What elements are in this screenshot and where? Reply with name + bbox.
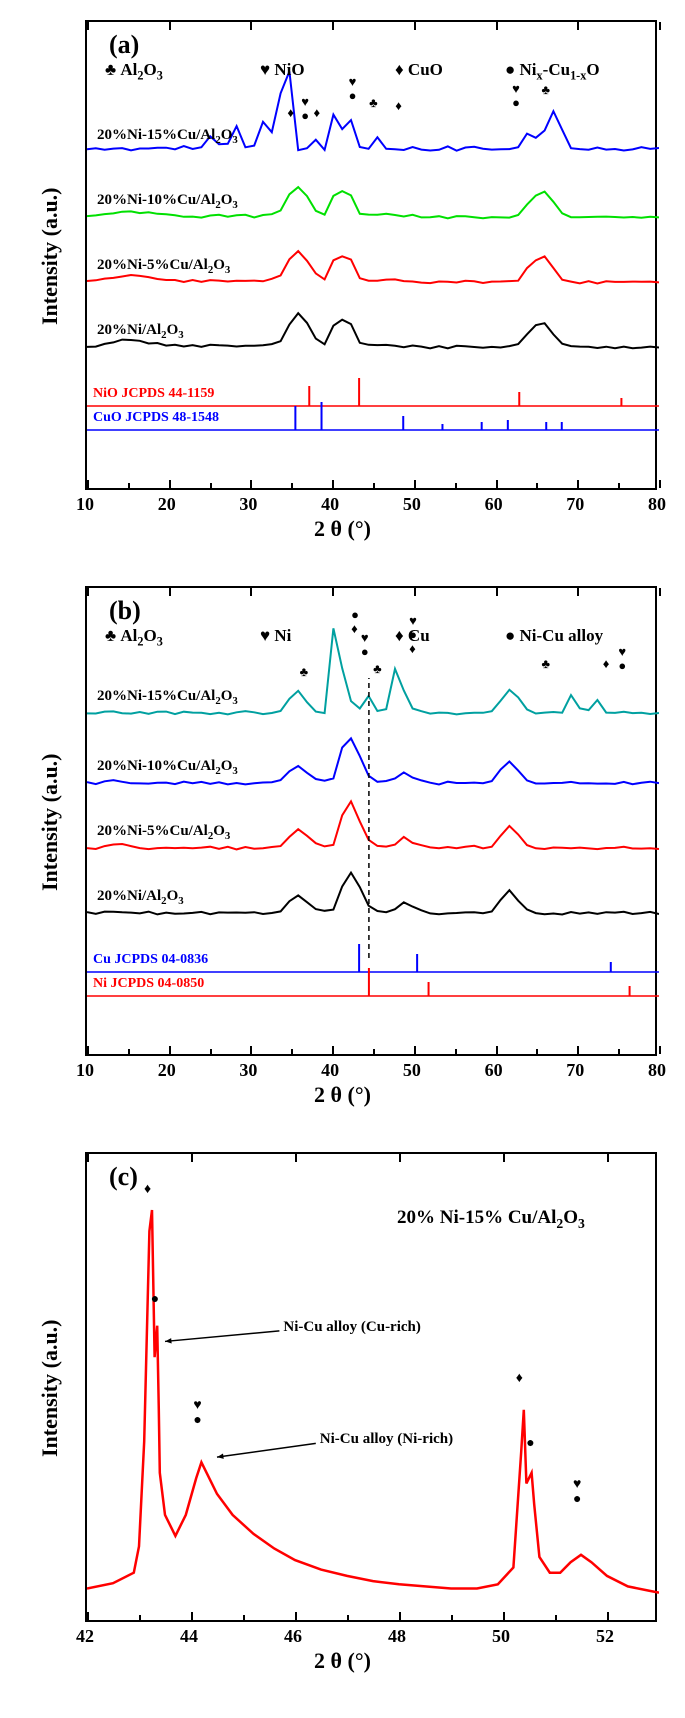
peak-marker-club: ♣	[373, 661, 382, 677]
x-axis-label: 2 θ (°)	[10, 1648, 675, 1674]
x-tick: 80	[648, 1060, 666, 1081]
peak-marker-dot: ●	[351, 607, 359, 623]
reference-label: Cu JCPDS 04-0836	[93, 952, 208, 968]
peak-marker-diamond: ♦	[287, 105, 294, 121]
xrd-panel-b: 2 θ (°) Intensity (a.u.) 10 20 30 40 50 60 70 80 (…	[10, 576, 675, 1116]
peak-marker-heart: ♥	[573, 1477, 581, 1493]
x-axis-label: 2 θ (°)	[10, 1082, 675, 1108]
legend-item: ♣ Al2O3	[105, 626, 163, 649]
x-tick: 50	[492, 1626, 510, 1647]
x-tick: 50	[403, 494, 421, 515]
peak-marker-diamond: ♦	[351, 621, 358, 637]
x-tick: 48	[388, 1626, 406, 1647]
curve-label: 20%Ni-15%Cu/Al2O3	[97, 127, 238, 146]
legend-item: ♥ NiO	[260, 60, 305, 80]
reference-label: CuO JCPDS 48-1548	[93, 410, 219, 426]
x-tick: 40	[321, 1060, 339, 1081]
x-tick: 30	[239, 1060, 257, 1081]
x-tick: 40	[321, 494, 339, 515]
peak-marker-diamond: ♦	[409, 641, 416, 657]
peak-marker-heart: ♥	[301, 94, 309, 110]
reference-label: Ni JCPDS 04-0850	[93, 976, 204, 992]
peak-marker-dot: ●	[151, 1292, 159, 1308]
curve-label: 20%Ni-10%Cu/Al2O3	[97, 192, 238, 211]
curve-label: 20%Ni-10%Cu/Al2O3	[97, 758, 238, 777]
x-tick: 10	[76, 1060, 94, 1081]
x-tick: 70	[566, 1060, 584, 1081]
peak-marker-heart: ♥	[618, 644, 626, 660]
x-axis-label: 2 θ (°)	[10, 516, 675, 542]
legend-item: ♣ Al2O3	[105, 60, 163, 83]
curve-label: 20%Ni/Al2O3	[97, 322, 184, 341]
xrd-panel-c: 2 θ (°) Intensity (a.u.) 42 44 46 48 50 52 (c) 20…	[10, 1142, 675, 1682]
xrd-curve	[87, 1210, 659, 1593]
peak-marker-dot: ●	[526, 1436, 534, 1452]
peak-marker-heart: ♥	[361, 630, 369, 646]
arrow-label: Ni-Cu alloy (Ni-rich)	[320, 1431, 453, 1448]
legend-item: ♥ Ni	[260, 626, 291, 646]
curve-label: 20%Ni-15%Cu/Al2O3	[97, 688, 238, 707]
panel-label: (a)	[109, 30, 139, 60]
peak-marker-heart: ♥	[409, 613, 417, 629]
x-tick: 60	[485, 494, 503, 515]
y-axis-label: Intensity (a.u.)	[37, 187, 63, 325]
peak-marker-dot: ●	[361, 644, 369, 660]
peak-marker-heart: ♥	[349, 74, 357, 90]
peak-marker-club: ♣	[369, 95, 378, 111]
x-tick: 50	[403, 1060, 421, 1081]
panel-label: (b)	[109, 596, 141, 626]
x-tick: 20	[158, 494, 176, 515]
x-tick: 60	[485, 1060, 503, 1081]
x-tick: 46	[284, 1626, 302, 1647]
x-tick: 80	[648, 494, 666, 515]
peak-marker-dot: ●	[349, 88, 357, 104]
xrd-panel-a: 2 θ (°) Intensity (a.u.) 10 20 30 40 50 60 70 80 (…	[10, 10, 675, 550]
legend-item: ● Ni-Cu alloy	[505, 626, 603, 646]
curve-label: 20%Ni-5%Cu/Al2O3	[97, 257, 230, 276]
x-tick: 52	[596, 1626, 614, 1647]
peak-marker-dot: ●	[193, 1413, 201, 1429]
peak-marker-club: ♣	[542, 656, 551, 672]
peak-marker-dot: ●	[409, 627, 417, 643]
reference-label: NiO JCPDS 44-1159	[93, 386, 214, 402]
x-tick: 20	[158, 1060, 176, 1081]
peak-marker-dot: ●	[301, 108, 309, 124]
arrow-label: Ni-Cu alloy (Cu-rich)	[283, 1319, 421, 1336]
x-tick: 70	[566, 494, 584, 515]
x-tick: 10	[76, 494, 94, 515]
curve-label: 20%Ni-5%Cu/Al2O3	[97, 823, 230, 842]
peak-marker-diamond: ♦	[516, 1371, 523, 1387]
peak-marker-heart: ♥	[193, 1398, 201, 1414]
peak-marker-dot: ●	[512, 95, 520, 111]
panel-label: (c)	[109, 1162, 138, 1192]
panel-c-title: 20% Ni-15% Cu/Al2O3	[397, 1207, 585, 1232]
legend-item: ♦ CuO	[395, 60, 443, 80]
x-tick: 30	[239, 494, 257, 515]
peak-marker-diamond: ♦	[395, 98, 402, 114]
peak-marker-diamond: ♦	[314, 105, 321, 121]
peak-marker-diamond: ♦	[603, 656, 610, 672]
peak-marker-diamond: ♦	[144, 1182, 151, 1198]
y-axis-label: Intensity (a.u.)	[37, 753, 63, 891]
x-tick: 42	[76, 1626, 94, 1647]
x-tick: 44	[180, 1626, 198, 1647]
legend-item: ● Nix-Cu1-xO	[505, 60, 600, 83]
peak-marker-club: ♣	[300, 664, 309, 680]
peak-marker-dot: ●	[618, 658, 626, 674]
peak-marker-dot: ●	[573, 1492, 581, 1508]
curve-label: 20%Ni/Al2O3	[97, 888, 184, 907]
peak-marker-club: ♣	[542, 82, 551, 98]
y-axis-label: Intensity (a.u.)	[37, 1319, 63, 1457]
peak-marker-heart: ♥	[512, 81, 520, 97]
